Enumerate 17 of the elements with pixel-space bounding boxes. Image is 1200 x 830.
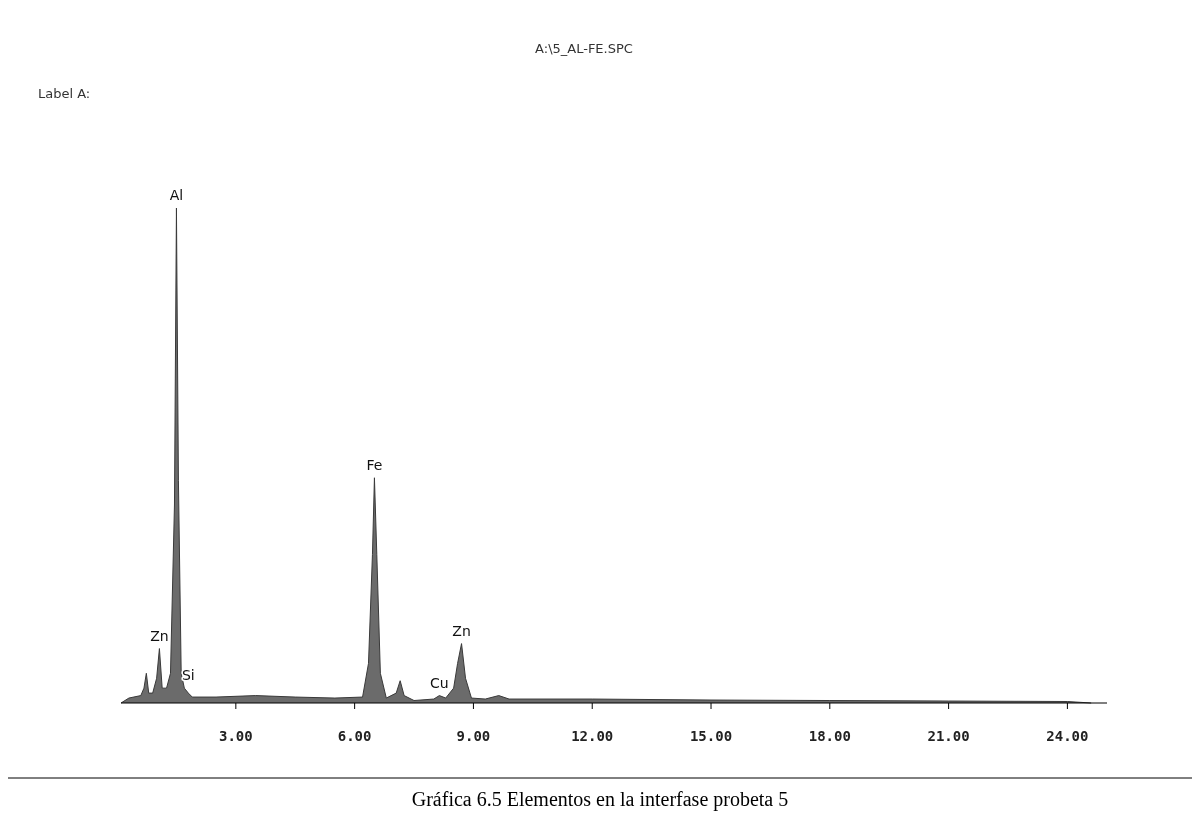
annotation: Si	[181, 667, 195, 684]
chart-subtitle: Label A:	[38, 86, 91, 101]
x-tick-label: 15.00	[689, 728, 733, 744]
x-tick-label: 9.00	[456, 728, 491, 744]
x-tick-label: 24.00	[1046, 728, 1089, 744]
text: Gráfica 6.5 Elementos en la interfase probeta 5	[411, 788, 789, 811]
x-tick-label: 21.00	[927, 728, 970, 744]
x-tick-label: 3.00	[218, 728, 253, 744]
annotation: Zn	[150, 627, 169, 644]
x-tick-label: 18.00	[808, 728, 851, 744]
annotation: Fe	[366, 456, 383, 473]
annotation: Al	[169, 187, 184, 203]
chart-title: A:\5_AL-FE.SPC	[535, 41, 633, 56]
x-tick-label: 12.00	[571, 728, 614, 744]
annotation: Cu	[430, 674, 449, 691]
x-tick-label: 6.00	[337, 728, 372, 744]
annotation: Zn	[452, 622, 471, 639]
